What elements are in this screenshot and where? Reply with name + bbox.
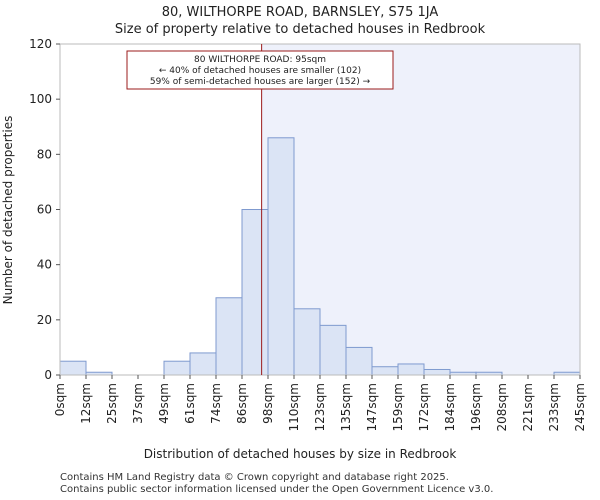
x-tick-label: 49sqm: [157, 383, 171, 424]
bar-110sqm: [293, 308, 321, 376]
y-tick-label: 120: [29, 37, 52, 51]
bar-86sqm: [241, 209, 269, 376]
x-tick-label: 86sqm: [235, 383, 249, 424]
x-tick-label: 245sqm: [573, 383, 587, 431]
y-axis: 0 20 40 60 80 100 120: [29, 37, 60, 382]
chart-subtitle: Size of property relative to detached ho…: [115, 22, 486, 37]
x-tick-label: 221sqm: [521, 383, 535, 431]
annotation-box: [126, 50, 394, 90]
bar-147sqm: [371, 366, 399, 376]
annotation-line-3: 59% of semi-detached houses are larger (…: [150, 77, 371, 87]
y-tick-label: 60: [37, 203, 52, 217]
bar-series: [59, 137, 581, 376]
x-tick-label: 12sqm: [79, 383, 93, 424]
x-tick-label: 184sqm: [443, 383, 457, 431]
x-tick-label: 61sqm: [183, 383, 197, 424]
annotation-line-2: ← 40% of detached houses are smaller (10…: [159, 66, 361, 76]
x-axis: 0sqm 12sqm 25sqm 37sqm 49sqm 61sqm 74sqm 86sqm 9…: [53, 375, 587, 431]
y-tick-label: 80: [37, 147, 52, 161]
y-tick-label: 20: [37, 313, 52, 327]
bar-98sqm: [267, 137, 295, 376]
bar-0sqm: [59, 360, 87, 376]
x-tick-label: 172sqm: [417, 383, 431, 431]
y-tick-label: 40: [37, 258, 52, 272]
bar-123sqm: [319, 324, 347, 376]
x-tick-label: 0sqm: [53, 383, 67, 416]
x-tick-label: 208sqm: [495, 383, 509, 431]
x-tick-label: 147sqm: [365, 383, 379, 431]
annotation-line-1: 80 WILTHORPE ROAD: 95sqm: [194, 55, 326, 65]
footer-line-2: Contains public sector information licen…: [60, 484, 494, 495]
x-axis-label: Distribution of detached houses by size …: [144, 447, 457, 461]
x-tick-label: 196sqm: [469, 383, 483, 431]
bar-74sqm: [215, 297, 243, 376]
bar-49sqm: [163, 360, 191, 376]
x-tick-label: 123sqm: [313, 383, 327, 431]
bar-135sqm: [345, 346, 373, 376]
x-tick-label: 25sqm: [105, 383, 119, 424]
x-tick-label: 135sqm: [339, 383, 353, 431]
bar-61sqm: [189, 352, 217, 376]
x-tick-label: 159sqm: [391, 383, 405, 431]
x-tick-label: 110sqm: [287, 383, 301, 431]
x-tick-label: 98sqm: [261, 383, 275, 424]
bar-159sqm: [397, 363, 425, 376]
x-tick-label: 37sqm: [131, 383, 145, 424]
y-tick-label: 0: [44, 368, 52, 382]
x-tick-label: 74sqm: [209, 383, 223, 424]
y-tick-label: 100: [29, 92, 52, 106]
bar-172sqm: [423, 368, 451, 376]
chart-title: 80, WILTHORPE ROAD, BARNSLEY, S75 1JA: [162, 5, 439, 20]
footer-line-1: Contains HM Land Registry data © Crown c…: [60, 472, 449, 483]
y-axis-label: Number of detached properties: [1, 116, 15, 305]
x-tick-label: 233sqm: [547, 383, 561, 431]
